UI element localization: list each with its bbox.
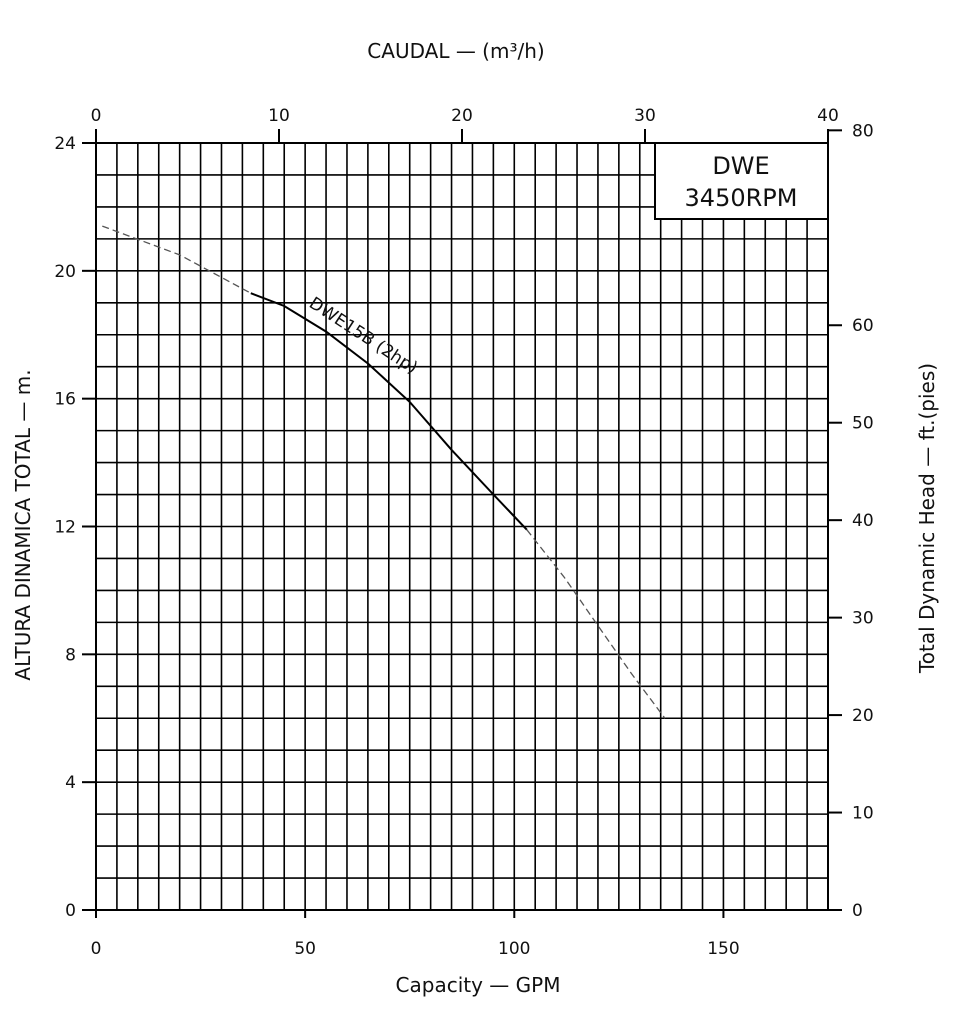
x-bottom-tick-label: 0 (91, 939, 102, 959)
y-right-tick-label: 60 (852, 316, 874, 336)
y-left-tick-label: 0 (65, 901, 76, 921)
x-top-tick-label: 30 (634, 106, 656, 126)
y-right-tick-label: 20 (852, 706, 874, 726)
y-right-tick-label: 50 (852, 414, 874, 434)
x-bottom-tick-label: 150 (707, 939, 739, 959)
y-right-tick-label: 10 (852, 804, 874, 824)
y-right-tick-label: 0 (852, 901, 863, 921)
y-left-tick-label: 12 (54, 518, 76, 538)
x-top-tick-label: 40 (817, 106, 839, 126)
x-bottom-axis-title: Capacity — GPM (396, 973, 561, 997)
x-bottom-tick-label: 50 (294, 939, 316, 959)
x-top-axis-title: CAUDAL — (m³/h) (367, 39, 544, 63)
y-right-tick-label: 80 (852, 121, 874, 141)
y-left-axis-title: ALTURA DINAMICA TOTAL — m. (11, 369, 35, 680)
axis-ticks: 0 50 100 150 0 10 20 30 40 0 4 8 12 16 20 24 0 10 20 30 40 50… (54, 106, 873, 959)
x-top-tick-label: 0 (91, 106, 102, 126)
y-right-tick-label: 30 (852, 609, 874, 629)
y-left-tick-label: 20 (54, 262, 76, 282)
title-box-line2: 3450RPM (685, 184, 798, 212)
grid-lines (96, 143, 828, 910)
y-right-tick-label: 40 (852, 511, 874, 531)
y-left-tick-label: 16 (54, 390, 76, 410)
curves (102, 225, 666, 719)
y-left-tick-label: 8 (65, 645, 76, 665)
x-top-tick-label: 20 (451, 106, 473, 126)
curve-solid (250, 292, 528, 531)
x-top-tick-label: 10 (268, 106, 290, 126)
title-box (654, 142, 829, 220)
curve-dashed-start (102, 225, 252, 294)
y-left-tick-label: 24 (54, 134, 76, 154)
x-bottom-tick-label: 100 (498, 939, 530, 959)
title-box-line1: DWE (712, 152, 769, 180)
y-left-tick-label: 4 (65, 773, 76, 793)
curve-label: DWE15B (2hp) (305, 293, 421, 378)
y-right-axis-title: Total Dynamic Head — ft.(pies) (915, 363, 939, 674)
